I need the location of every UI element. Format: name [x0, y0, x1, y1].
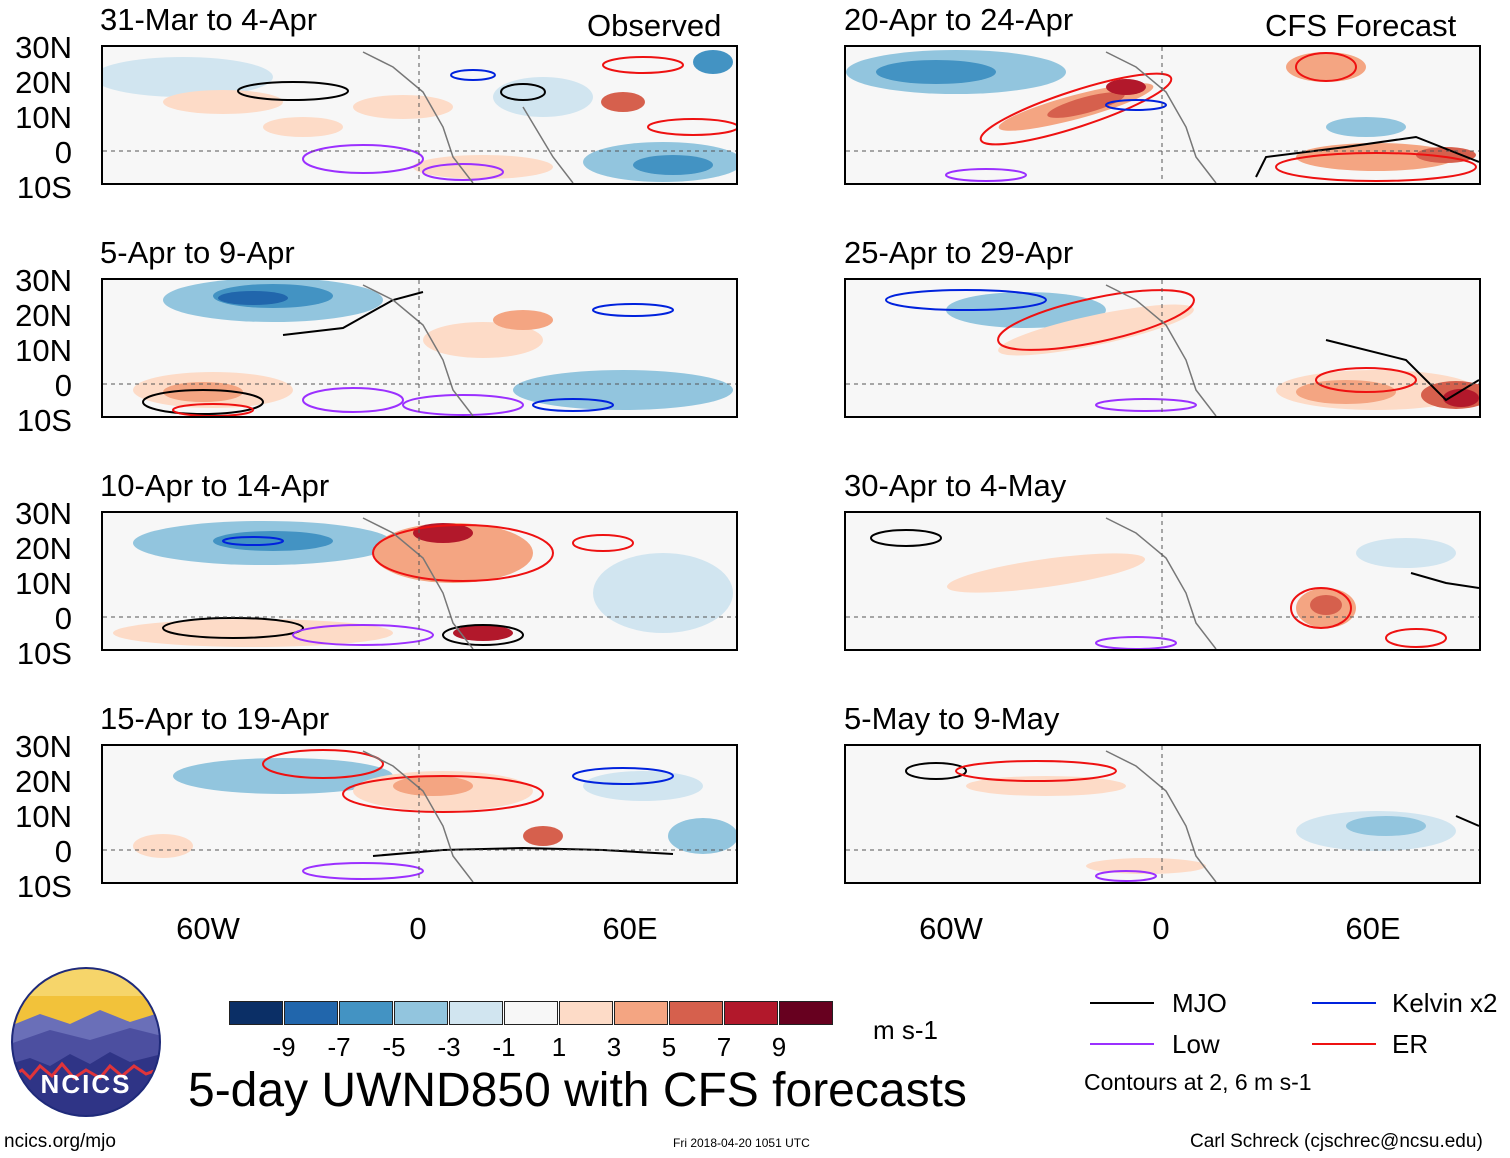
observed-header: Observed — [587, 8, 722, 43]
panel-title-6: 30-Apr to 4-May — [844, 468, 1067, 503]
colorbar-segment — [339, 1001, 393, 1025]
colorbar-segment — [229, 1001, 283, 1025]
colorbar-segment — [669, 1001, 723, 1025]
colorbar-tick: -1 — [492, 1032, 516, 1062]
footer-url[interactable]: ncics.org/mjo — [4, 1131, 116, 1152]
lat-label: 20N — [15, 531, 72, 566]
colorbar — [229, 1001, 833, 1027]
panel-title-4: 25-Apr to 29-Apr — [844, 235, 1074, 270]
map-panel-1 — [101, 45, 738, 185]
map-panel-5 — [101, 511, 738, 651]
colorbar-segment — [284, 1001, 338, 1025]
lat-label: 10S — [16, 636, 72, 671]
map-panel-7 — [101, 744, 738, 884]
colorbar-segment — [394, 1001, 448, 1025]
lon-label: 0 — [409, 911, 427, 946]
lat-label: 30N — [15, 496, 72, 531]
lat-label: 10N — [15, 333, 72, 368]
lat-label: 20N — [15, 65, 72, 100]
lon-label: 60E — [1345, 911, 1401, 946]
map-panel-2 — [844, 45, 1481, 185]
colorbar-segment — [504, 1001, 558, 1025]
contour-note: Contours at 2, 6 m s-1 — [1084, 1069, 1312, 1095]
lon-label: 0 — [1152, 911, 1170, 946]
lon-label: 60E — [602, 911, 658, 946]
colorbar-tick: -7 — [327, 1032, 351, 1062]
legend-label-mjo: MJO — [1172, 988, 1227, 1018]
map-panel-3 — [101, 278, 738, 418]
lat-label: 30N — [15, 30, 72, 65]
lat-label: 20N — [15, 764, 72, 799]
lon-label: 60W — [176, 911, 240, 946]
legend-label-er: ER — [1392, 1029, 1429, 1059]
lat-label: 0 — [54, 601, 72, 636]
lat-label: 30N — [15, 263, 72, 298]
ncics-logo: NCICS — [10, 966, 162, 1118]
lat-label: 10N — [15, 100, 72, 135]
panel-title-5: 10-Apr to 14-Apr — [100, 468, 330, 503]
colorbar-segment — [779, 1001, 833, 1025]
map-panel-8 — [844, 744, 1481, 884]
colorbar-segment — [559, 1001, 613, 1025]
lat-label: 10N — [15, 566, 72, 601]
footer-timestamp: Fri 2018-04-20 1051 UTC — [673, 1136, 810, 1150]
lat-label: 0 — [54, 834, 72, 869]
legend-line-kelvin — [1312, 1002, 1376, 1004]
colorbar-tick: -9 — [272, 1032, 296, 1062]
panel-title-3: 5-Apr to 9-Apr — [100, 235, 295, 270]
footer-author: Carl Schreck (cjschrec@ncsu.edu) — [1190, 1131, 1483, 1152]
colorbar-tick: 9 — [771, 1032, 787, 1062]
colorbar-units: m s-1 — [873, 1015, 938, 1045]
colorbar-tick: -5 — [382, 1032, 406, 1062]
colorbar-segment — [614, 1001, 668, 1025]
panel-title-7: 15-Apr to 19-Apr — [100, 701, 330, 736]
main-title: 5-day UWND850 with CFS forecasts — [188, 1064, 967, 1117]
panel-title-2: 20-Apr to 24-Apr — [844, 2, 1074, 37]
lat-label: 30N — [15, 729, 72, 764]
lat-label: 10S — [16, 403, 72, 438]
legend-line-er — [1312, 1043, 1376, 1045]
colorbar-tick: 5 — [661, 1032, 677, 1062]
colorbar-tick: 1 — [551, 1032, 567, 1062]
colorbar-tick: 3 — [606, 1032, 622, 1062]
legend-label-kelvin: Kelvin x2 — [1392, 988, 1498, 1018]
lon-label: 60W — [919, 911, 983, 946]
lat-label: 10S — [16, 170, 72, 205]
panel-title-1: 31-Mar to 4-Apr — [100, 2, 318, 37]
panel-title-8: 5-May to 9-May — [844, 701, 1060, 736]
map-panel-6 — [844, 511, 1481, 651]
lat-label: 0 — [54, 135, 72, 170]
lat-label: 0 — [54, 368, 72, 403]
lat-label: 10S — [16, 869, 72, 904]
colorbar-segment — [724, 1001, 778, 1025]
logo-text: NCICS — [40, 1069, 132, 1099]
colorbar-tick: -3 — [437, 1032, 461, 1062]
legend-label-low: Low — [1172, 1029, 1220, 1059]
legend-line-mjo — [1090, 1002, 1154, 1004]
map-panel-4 — [844, 278, 1481, 418]
lat-label: 20N — [15, 298, 72, 333]
cfs-forecast-header: CFS Forecast — [1265, 8, 1457, 43]
legend-line-low — [1090, 1043, 1154, 1045]
lat-label: 10N — [15, 799, 72, 834]
colorbar-segment — [449, 1001, 503, 1025]
colorbar-tick: 7 — [716, 1032, 732, 1062]
